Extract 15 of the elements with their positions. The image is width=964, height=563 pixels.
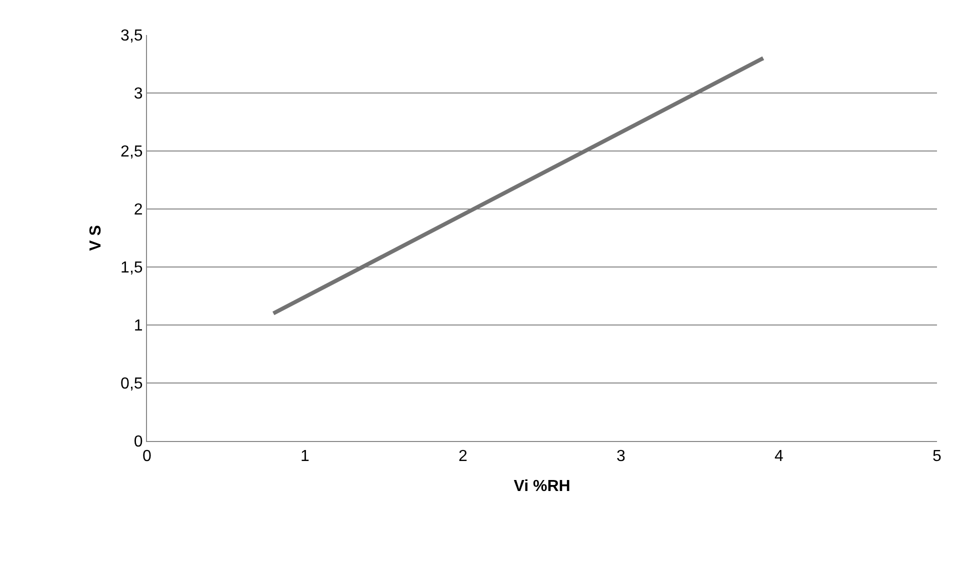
x-tick-label: 5: [932, 448, 942, 466]
y-tick-label: 3: [134, 86, 143, 103]
x-tick-label: 3: [616, 448, 626, 466]
y-tick-label: 1: [134, 318, 143, 335]
x-tick-label: 1: [300, 448, 310, 466]
x-axis-title: Vi %RH: [514, 478, 570, 495]
y-tick-label: 2,5: [120, 144, 143, 161]
y-tick-label: 0: [134, 434, 143, 451]
y-tick-label: 2: [134, 202, 143, 219]
y-tick-label: 0,5: [120, 376, 143, 393]
x-tick-label: 2: [458, 448, 468, 466]
y-tick-label: 3,5: [120, 28, 143, 45]
x-tick-label: 4: [774, 448, 784, 466]
y-tick-label: 1,5: [120, 260, 143, 277]
y-axis-title: V S: [87, 224, 104, 251]
